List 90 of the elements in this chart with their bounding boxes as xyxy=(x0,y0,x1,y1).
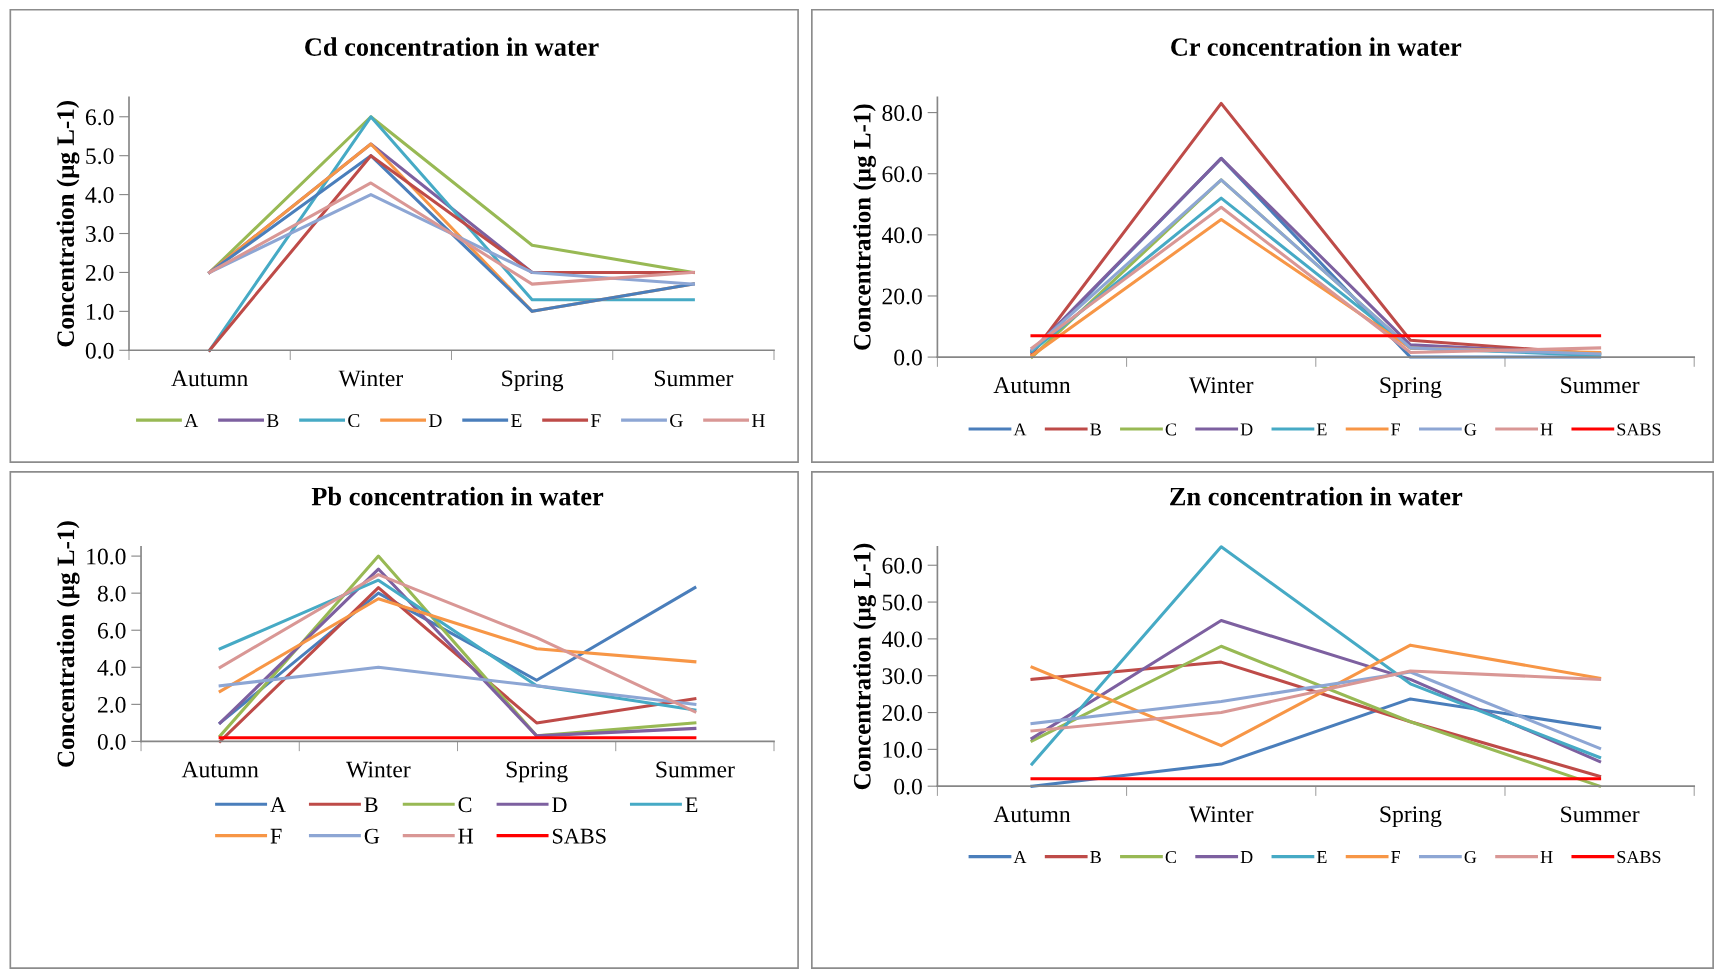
x-tick-label: Spring xyxy=(1380,377,1442,398)
legend-label: F xyxy=(1391,423,1401,436)
legend-label: A xyxy=(1013,851,1027,863)
y-axis-title: Concentration (µg L-1) xyxy=(853,104,876,350)
y-tick-label: 60.0 xyxy=(882,166,922,183)
legend-label: G xyxy=(1464,850,1477,864)
chart-title: Cr concentration in water xyxy=(1171,37,1462,56)
x-tick-label: Spring xyxy=(502,370,564,392)
x-tick-label: Summer xyxy=(656,761,735,778)
legend-label: C xyxy=(1165,850,1176,864)
legend-label: C xyxy=(458,797,472,813)
y-axis-title: Concentration (µg L-1) xyxy=(56,101,80,347)
y-tick-label: 0.0 xyxy=(894,349,922,366)
legend-label: A xyxy=(270,797,286,813)
legend-label: F xyxy=(1391,851,1401,863)
legend-label: F xyxy=(590,414,601,427)
x-tick-label: Winter xyxy=(1188,806,1254,823)
y-tick-label: 6.0 xyxy=(85,109,114,126)
x-tick-label: Autumn xyxy=(181,761,259,778)
legend-label: SABS xyxy=(552,828,606,844)
y-axis-title: Concentration (µg L-1) xyxy=(853,543,876,790)
x-tick-label: Spring xyxy=(506,761,568,783)
y-tick-label: 80.0 xyxy=(882,105,922,122)
legend-label: H xyxy=(751,414,765,427)
legend-label: D xyxy=(428,414,442,427)
legend-label: G xyxy=(670,414,683,428)
legend-label: B xyxy=(1090,851,1101,863)
line-series xyxy=(1030,643,1602,748)
legend-label: B xyxy=(1090,423,1101,436)
y-tick-label: 2.0 xyxy=(85,264,114,281)
legend-label: H xyxy=(1540,851,1553,863)
chart-title: Cd concentration in water xyxy=(305,37,599,56)
line-series xyxy=(1030,669,1602,733)
x-tick-label: Autumn xyxy=(993,377,1071,394)
line-series xyxy=(218,597,697,693)
y-tick-label: 40.0 xyxy=(881,631,922,648)
legend-label: B xyxy=(266,414,279,427)
legend-label: E xyxy=(511,414,522,427)
y-tick-label: 3.0 xyxy=(86,226,114,243)
legend-label: D xyxy=(1240,851,1253,863)
line-series xyxy=(1030,644,1602,788)
line-series xyxy=(1030,545,1602,766)
y-tick-label: 10.0 xyxy=(883,741,922,758)
x-tick-label: Winter xyxy=(346,761,411,778)
y-tick-label: 50.0 xyxy=(882,594,922,611)
y-tick-label: 4.0 xyxy=(97,659,126,676)
y-tick-label: 10.0 xyxy=(87,548,126,565)
legend-label: SABS xyxy=(1617,850,1661,864)
legend-label: G xyxy=(1464,423,1477,436)
y-tick-label: 6.0 xyxy=(97,622,126,639)
y-tick-label: 0.0 xyxy=(97,733,126,750)
y-tick-label: 1.0 xyxy=(86,303,114,320)
legend-label: G xyxy=(364,828,380,844)
x-tick-label: Autumn xyxy=(171,370,248,387)
legend-label: F xyxy=(270,828,282,844)
x-tick-label: Spring xyxy=(1380,806,1442,828)
legend-label: A xyxy=(184,414,199,427)
legend-label: SABS xyxy=(1617,423,1661,436)
y-tick-label: 5.0 xyxy=(86,148,114,165)
y-tick-label: 0.0 xyxy=(894,778,922,795)
x-tick-label: Winter xyxy=(1188,377,1254,394)
y-tick-label: 40.0 xyxy=(881,227,922,244)
legend-label: B xyxy=(364,797,378,813)
line-series xyxy=(1030,670,1602,750)
legend-label: D xyxy=(1240,423,1253,436)
x-tick-label: Summer xyxy=(1561,806,1640,823)
y-tick-label: 2.0 xyxy=(97,696,126,713)
y-tick-label: 20.0 xyxy=(882,705,922,722)
y-tick-label: 30.0 xyxy=(882,668,922,685)
y-tick-label: 60.0 xyxy=(882,557,922,574)
y-tick-label: 20.0 xyxy=(882,288,922,305)
y-axis-title: Concentration (µg L-1) xyxy=(56,521,80,767)
x-tick-label: Summer xyxy=(1561,377,1640,394)
legend-label: E xyxy=(685,797,698,813)
legend-label: H xyxy=(1540,423,1553,436)
legend-label: E xyxy=(1316,851,1327,863)
chart-title: Zn concentration in water xyxy=(1170,486,1463,506)
legend-label: E xyxy=(1316,423,1327,436)
y-tick-label: 4.0 xyxy=(85,187,114,204)
legend-label: C xyxy=(348,414,360,428)
x-tick-label: Summer xyxy=(654,370,734,387)
legend-label: A xyxy=(1013,423,1027,436)
legend-label: C xyxy=(1165,423,1176,436)
x-tick-label: Winter xyxy=(338,370,403,387)
chart-title: Pb concentration in water xyxy=(311,486,604,506)
y-tick-label: 0.0 xyxy=(85,342,114,359)
y-tick-label: 8.0 xyxy=(97,585,126,602)
legend-label: H xyxy=(458,828,474,844)
legend-label: D xyxy=(552,797,567,813)
x-tick-label: Autumn xyxy=(993,806,1071,823)
